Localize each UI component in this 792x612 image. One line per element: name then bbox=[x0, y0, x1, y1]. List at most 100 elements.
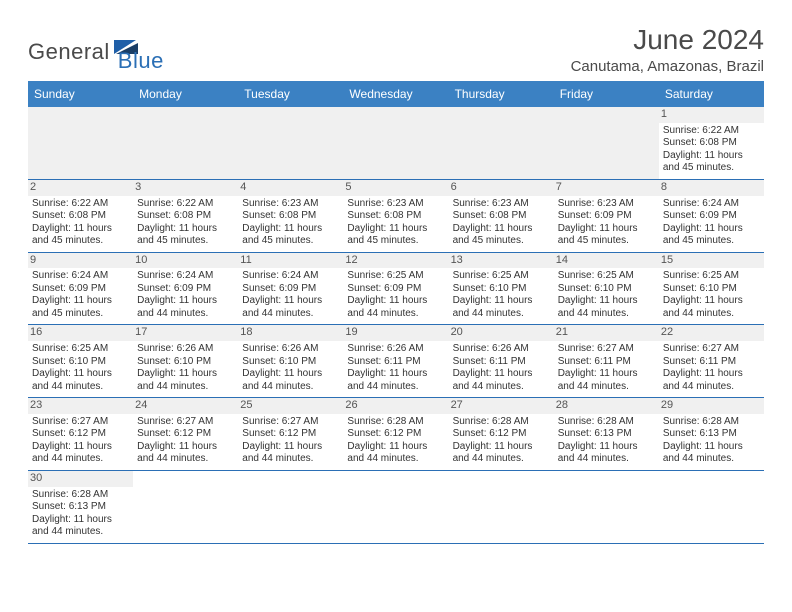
calendar-day-cell bbox=[133, 470, 238, 543]
sunrise-line: Sunrise: 6:22 AM bbox=[137, 198, 234, 211]
sunset-line: Sunset: 6:10 PM bbox=[558, 283, 655, 296]
calendar-day-cell bbox=[238, 470, 343, 543]
calendar-day-cell: 22Sunrise: 6:27 AMSunset: 6:11 PMDayligh… bbox=[659, 325, 764, 398]
weekday-header: Tuesday bbox=[238, 81, 343, 107]
calendar-body: 1Sunrise: 6:22 AMSunset: 6:08 PMDaylight… bbox=[28, 107, 764, 543]
sunset-line: Sunset: 6:12 PM bbox=[137, 428, 234, 441]
calendar-week-row: 23Sunrise: 6:27 AMSunset: 6:12 PMDayligh… bbox=[28, 398, 764, 471]
daylight-line: Daylight: 11 hours and 44 minutes. bbox=[453, 441, 550, 466]
sunrise-line: Sunrise: 6:23 AM bbox=[242, 198, 339, 211]
daylight-line: Daylight: 11 hours and 44 minutes. bbox=[663, 441, 760, 466]
weekday-header: Saturday bbox=[659, 81, 764, 107]
day-number: 24 bbox=[133, 398, 238, 414]
sunset-line: Sunset: 6:08 PM bbox=[137, 210, 234, 223]
sunset-line: Sunset: 6:09 PM bbox=[242, 283, 339, 296]
day-number: 5 bbox=[343, 180, 448, 196]
sunrise-line: Sunrise: 6:28 AM bbox=[347, 416, 444, 429]
sunset-line: Sunset: 6:11 PM bbox=[453, 356, 550, 369]
calendar-day-cell bbox=[449, 470, 554, 543]
calendar-day-cell bbox=[28, 107, 133, 179]
calendar-day-cell bbox=[449, 107, 554, 179]
location: Canutama, Amazonas, Brazil bbox=[571, 58, 764, 75]
sunrise-line: Sunrise: 6:25 AM bbox=[663, 270, 760, 283]
sunrise-line: Sunrise: 6:24 AM bbox=[242, 270, 339, 283]
day-number: 22 bbox=[659, 325, 764, 341]
day-number: 9 bbox=[28, 253, 133, 269]
day-number: 20 bbox=[449, 325, 554, 341]
sunrise-line: Sunrise: 6:27 AM bbox=[558, 343, 655, 356]
sunset-line: Sunset: 6:10 PM bbox=[137, 356, 234, 369]
sunrise-line: Sunrise: 6:28 AM bbox=[663, 416, 760, 429]
day-number: 29 bbox=[659, 398, 764, 414]
day-number: 23 bbox=[28, 398, 133, 414]
day-number: 25 bbox=[238, 398, 343, 414]
calendar-day-cell: 11Sunrise: 6:24 AMSunset: 6:09 PMDayligh… bbox=[238, 252, 343, 325]
day-number: 7 bbox=[554, 180, 659, 196]
daylight-line: Daylight: 11 hours and 44 minutes. bbox=[347, 295, 444, 320]
sunrise-line: Sunrise: 6:24 AM bbox=[137, 270, 234, 283]
sunset-line: Sunset: 6:09 PM bbox=[558, 210, 655, 223]
daylight-line: Daylight: 11 hours and 44 minutes. bbox=[453, 295, 550, 320]
sunrise-line: Sunrise: 6:28 AM bbox=[453, 416, 550, 429]
sunset-line: Sunset: 6:09 PM bbox=[663, 210, 760, 223]
calendar-table: SundayMondayTuesdayWednesdayThursdayFrid… bbox=[28, 81, 764, 544]
daylight-line: Daylight: 11 hours and 44 minutes. bbox=[347, 368, 444, 393]
sunrise-line: Sunrise: 6:27 AM bbox=[663, 343, 760, 356]
calendar-day-cell bbox=[554, 107, 659, 179]
calendar-day-cell: 27Sunrise: 6:28 AMSunset: 6:12 PMDayligh… bbox=[449, 398, 554, 471]
calendar-day-cell: 2Sunrise: 6:22 AMSunset: 6:08 PMDaylight… bbox=[28, 179, 133, 252]
sunset-line: Sunset: 6:13 PM bbox=[558, 428, 655, 441]
sunrise-line: Sunrise: 6:25 AM bbox=[32, 343, 129, 356]
weekday-header: Thursday bbox=[449, 81, 554, 107]
daylight-line: Daylight: 11 hours and 44 minutes. bbox=[137, 441, 234, 466]
day-number: 1 bbox=[659, 107, 764, 123]
sunset-line: Sunset: 6:08 PM bbox=[242, 210, 339, 223]
day-number: 28 bbox=[554, 398, 659, 414]
daylight-line: Daylight: 11 hours and 44 minutes. bbox=[347, 441, 444, 466]
day-number: 17 bbox=[133, 325, 238, 341]
calendar-day-cell: 12Sunrise: 6:25 AMSunset: 6:09 PMDayligh… bbox=[343, 252, 448, 325]
day-number: 26 bbox=[343, 398, 448, 414]
weekday-header: Monday bbox=[133, 81, 238, 107]
sunrise-line: Sunrise: 6:27 AM bbox=[242, 416, 339, 429]
sunrise-line: Sunrise: 6:28 AM bbox=[558, 416, 655, 429]
calendar-day-cell: 26Sunrise: 6:28 AMSunset: 6:12 PMDayligh… bbox=[343, 398, 448, 471]
calendar-day-cell bbox=[343, 470, 448, 543]
sunrise-line: Sunrise: 6:27 AM bbox=[137, 416, 234, 429]
weekday-header: Sunday bbox=[28, 81, 133, 107]
day-number: 18 bbox=[238, 325, 343, 341]
day-number: 3 bbox=[133, 180, 238, 196]
daylight-line: Daylight: 11 hours and 45 minutes. bbox=[663, 223, 760, 248]
header: General Blue June 2024 Canutama, Amazona… bbox=[28, 24, 764, 75]
daylight-line: Daylight: 11 hours and 44 minutes. bbox=[558, 295, 655, 320]
day-number: 27 bbox=[449, 398, 554, 414]
daylight-line: Daylight: 11 hours and 44 minutes. bbox=[663, 295, 760, 320]
day-number: 30 bbox=[28, 471, 133, 487]
daylight-line: Daylight: 11 hours and 45 minutes. bbox=[558, 223, 655, 248]
sunset-line: Sunset: 6:10 PM bbox=[453, 283, 550, 296]
sunset-line: Sunset: 6:11 PM bbox=[558, 356, 655, 369]
sunrise-line: Sunrise: 6:24 AM bbox=[32, 270, 129, 283]
weekday-header: Wednesday bbox=[343, 81, 448, 107]
day-number: 14 bbox=[554, 253, 659, 269]
daylight-line: Daylight: 11 hours and 45 minutes. bbox=[242, 223, 339, 248]
day-number: 21 bbox=[554, 325, 659, 341]
calendar-day-cell: 18Sunrise: 6:26 AMSunset: 6:10 PMDayligh… bbox=[238, 325, 343, 398]
calendar-day-cell: 28Sunrise: 6:28 AMSunset: 6:13 PMDayligh… bbox=[554, 398, 659, 471]
sunset-line: Sunset: 6:08 PM bbox=[32, 210, 129, 223]
calendar-day-cell: 14Sunrise: 6:25 AMSunset: 6:10 PMDayligh… bbox=[554, 252, 659, 325]
calendar-day-cell bbox=[659, 470, 764, 543]
calendar-day-cell: 30Sunrise: 6:28 AMSunset: 6:13 PMDayligh… bbox=[28, 470, 133, 543]
daylight-line: Daylight: 11 hours and 44 minutes. bbox=[32, 441, 129, 466]
sunrise-line: Sunrise: 6:25 AM bbox=[453, 270, 550, 283]
sunrise-line: Sunrise: 6:28 AM bbox=[32, 489, 129, 502]
day-number: 13 bbox=[449, 253, 554, 269]
calendar-day-cell: 1Sunrise: 6:22 AMSunset: 6:08 PMDaylight… bbox=[659, 107, 764, 179]
calendar-week-row: 1Sunrise: 6:22 AMSunset: 6:08 PMDaylight… bbox=[28, 107, 764, 179]
sunset-line: Sunset: 6:13 PM bbox=[32, 501, 129, 514]
sunrise-line: Sunrise: 6:23 AM bbox=[558, 198, 655, 211]
daylight-line: Daylight: 11 hours and 45 minutes. bbox=[32, 223, 129, 248]
calendar-day-cell bbox=[133, 107, 238, 179]
calendar-day-cell: 4Sunrise: 6:23 AMSunset: 6:08 PMDaylight… bbox=[238, 179, 343, 252]
sunrise-line: Sunrise: 6:23 AM bbox=[347, 198, 444, 211]
